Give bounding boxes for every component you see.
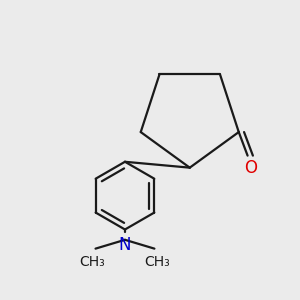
Text: N: N	[119, 236, 131, 254]
Text: CH₃: CH₃	[80, 254, 106, 268]
Text: CH₃: CH₃	[145, 254, 170, 268]
Text: O: O	[244, 159, 257, 177]
